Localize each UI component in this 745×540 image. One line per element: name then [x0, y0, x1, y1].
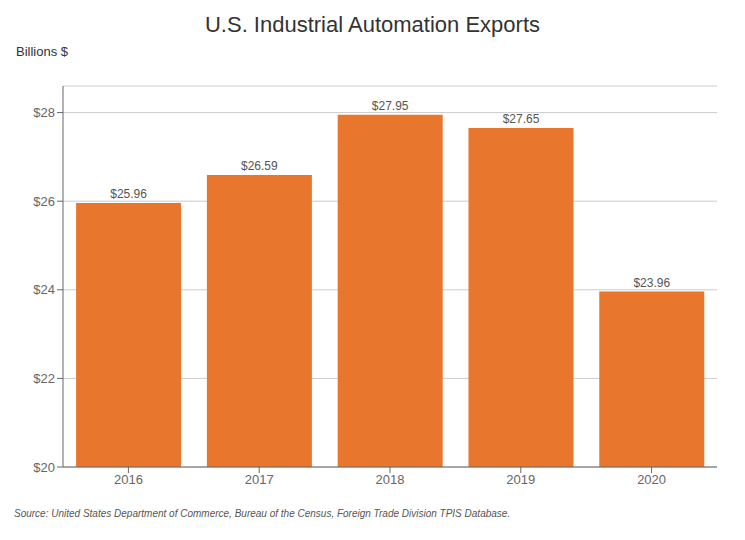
svg-text:$27.95: $27.95	[372, 99, 409, 113]
svg-text:$26: $26	[33, 194, 55, 209]
svg-text:$28: $28	[33, 105, 55, 120]
svg-text:2018: 2018	[376, 472, 405, 487]
svg-text:2020: 2020	[637, 472, 666, 487]
svg-text:2017: 2017	[245, 472, 274, 487]
svg-text:2016: 2016	[114, 472, 143, 487]
svg-text:$27.65: $27.65	[503, 112, 540, 126]
svg-text:$22: $22	[33, 371, 55, 386]
html-text:Source: United States Departme: Source: United States Department of Comm…	[14, 508, 511, 519]
svg-text:$20: $20	[33, 460, 55, 475]
html-text:U.S. Industrial Automation Exp: U.S. Industrial Automation Exports	[205, 12, 540, 37]
svg-text:$23.96: $23.96	[633, 276, 670, 290]
svg-text:$24: $24	[33, 282, 55, 297]
svg-text:$25.96: $25.96	[110, 187, 147, 201]
svg-text:2019: 2019	[506, 472, 535, 487]
html-text:Billions $: Billions $	[16, 44, 68, 59]
svg-text:$26.59: $26.59	[241, 159, 278, 173]
